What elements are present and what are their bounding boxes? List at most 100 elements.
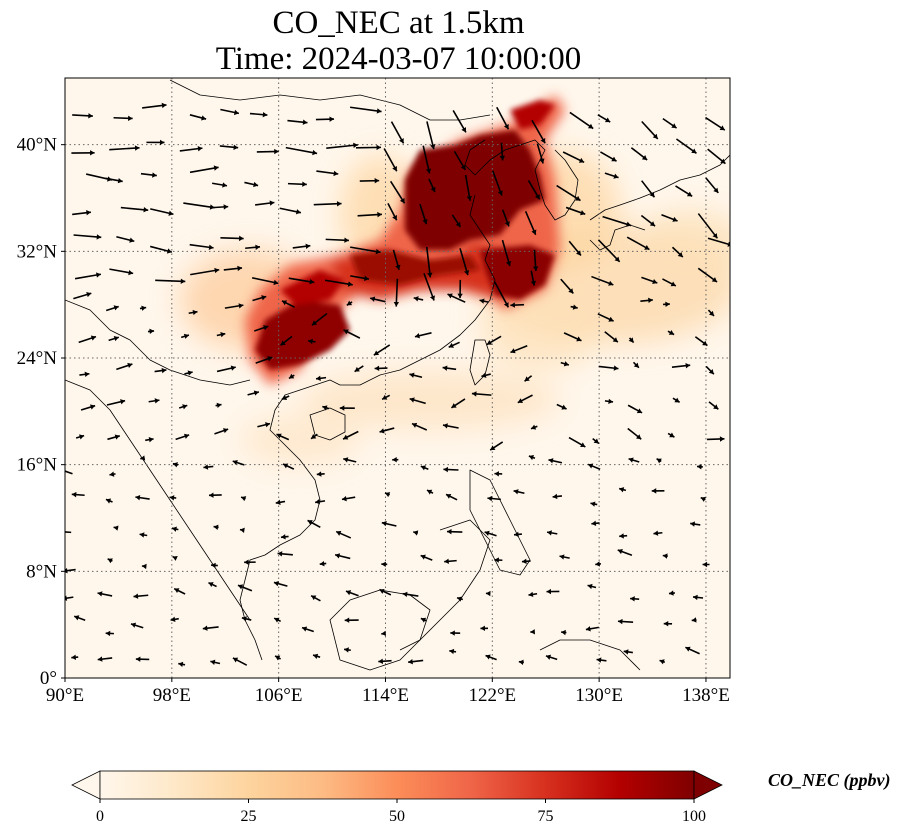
wind-arrow-head	[316, 471, 322, 477]
wind-arrow	[700, 496, 706, 502]
wind-arrow	[175, 433, 190, 441]
wind-arrow	[690, 521, 701, 527]
wind-arrow-head	[614, 256, 620, 262]
colorbar-label: CO_NEC (ppbv)	[768, 770, 891, 790]
wind-arrow-head	[90, 150, 95, 156]
haze-layer	[180, 150, 730, 465]
wind-arrow	[528, 455, 536, 461]
wind-arrow	[213, 524, 219, 530]
wind-arrow-head	[339, 405, 345, 411]
wind-arrow-head	[611, 156, 617, 162]
wind-arrow	[479, 298, 489, 304]
wind-arrow	[190, 267, 220, 276]
wind-arrow-head	[238, 303, 244, 309]
wind-arrow	[316, 471, 325, 477]
graticule	[65, 78, 730, 678]
colorbar-body	[99, 770, 695, 800]
wind-arrow-head	[381, 630, 387, 637]
wind-arrow	[179, 145, 203, 152]
wind-arrow	[513, 489, 525, 495]
colorbar-tick-label: 50	[389, 808, 405, 825]
wind-arrow	[140, 455, 146, 461]
wind-arrow-head	[429, 295, 436, 301]
wind-arrow	[275, 499, 286, 505]
wind-arrow	[496, 106, 510, 130]
wind-arrow-head	[576, 250, 581, 256]
wind-arrow-head	[471, 391, 477, 397]
wind-arrow-head	[237, 584, 244, 590]
wind-arrow-head	[382, 394, 388, 400]
wind-arrow-head	[580, 442, 586, 448]
wind-arrow-head	[96, 234, 102, 240]
wind-arrow	[210, 659, 221, 665]
wind-arrow	[116, 235, 135, 243]
wind-arrow-head	[345, 590, 352, 596]
wind-arrow	[489, 441, 504, 451]
wind-arrow	[548, 458, 563, 464]
wind-arrow-shaft	[285, 146, 318, 155]
wind-arrow-head	[585, 626, 591, 632]
wind-arrow	[219, 144, 239, 150]
wind-arrow-head	[346, 300, 353, 306]
wind-arrow-head	[381, 521, 387, 527]
wind-arrow	[486, 335, 502, 346]
wind-arrow	[279, 207, 302, 215]
wind-arrow-head	[143, 207, 149, 213]
wind-arrow	[656, 458, 662, 464]
x-tick-label: 90°E	[46, 685, 84, 706]
wind-arrow-shaft	[313, 202, 342, 206]
wind-arrow	[113, 115, 133, 121]
wind-arrow-head	[521, 558, 527, 564]
wind-arrow-head	[211, 562, 216, 569]
wind-arrow-head	[604, 117, 611, 123]
wind-arrow-head	[668, 330, 675, 335]
wind-arrow-head	[203, 464, 209, 470]
wind-arrow	[451, 214, 462, 228]
wind-arrow	[287, 119, 308, 125]
wind-arrow	[172, 462, 179, 468]
wind-arrow-head	[484, 530, 490, 536]
wind-arrow	[345, 590, 359, 597]
wind-arrow-head	[425, 168, 432, 174]
y-tick-label: 24°N	[17, 348, 58, 369]
wind-arrow-head	[241, 496, 247, 502]
wind-arrow-head	[201, 115, 207, 121]
wind-arrow-head	[455, 221, 461, 228]
wind-arrow	[697, 267, 718, 283]
wind-arrow	[653, 530, 663, 536]
wind-arrow-head	[427, 272, 433, 278]
wind-arrow-head	[713, 187, 719, 193]
wind-arrow	[708, 401, 719, 410]
wind-arrow	[560, 361, 570, 367]
wind-arrow-head	[233, 144, 239, 150]
wind-arrow	[78, 335, 97, 344]
wind-arrow-head	[552, 493, 558, 500]
wind-arrow-head	[443, 466, 449, 473]
wind-arrow	[662, 553, 668, 559]
wind-arrow-head	[547, 530, 552, 536]
wind-arrow-shaft	[183, 202, 215, 209]
wind-arrow-shaft	[73, 234, 102, 239]
wind-arrow	[448, 341, 460, 348]
wind-arrow-head	[274, 148, 279, 155]
wind-arrow-head	[633, 362, 639, 368]
wind-arrow	[251, 277, 279, 286]
wind-arrow	[237, 584, 253, 592]
wind-arrow	[485, 654, 497, 661]
wind-arrow	[288, 277, 315, 285]
wind-arrow-head	[135, 656, 141, 662]
wind-arrow	[105, 630, 114, 637]
wind-arrow-head	[487, 495, 493, 502]
wind-arrow	[140, 172, 157, 178]
wind-arrow	[604, 398, 614, 405]
wind-arrow-head	[628, 337, 634, 343]
wind-arrow-head	[141, 563, 147, 570]
wind-arrow-head	[172, 555, 178, 561]
wind-arrow	[73, 234, 102, 240]
wind-arrow-head	[230, 365, 236, 371]
wind-arrow	[211, 182, 228, 188]
wind-arrow	[208, 581, 217, 588]
wind-arrow-shaft	[422, 145, 431, 174]
chart-title-line2: Time: 2024-03-07 10:00:00	[215, 41, 582, 77]
wind-arrow-head	[273, 581, 279, 587]
